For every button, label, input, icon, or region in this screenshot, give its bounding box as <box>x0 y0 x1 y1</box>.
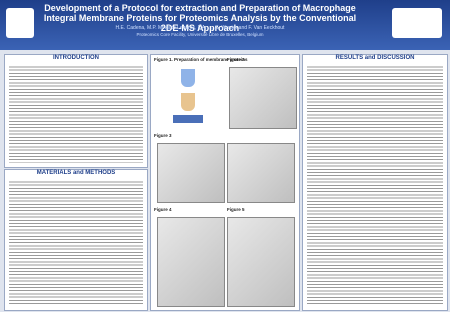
section-title: MATERIALS and METHODS <box>36 170 116 176</box>
figure-caption: Figure 2 <box>227 57 245 62</box>
authors: H.E. Cadena, M.P. Mingote Lecaros, P.A. … <box>115 25 285 31</box>
figure2-gel <box>229 67 297 129</box>
affiliation: Proteomics Core Facility, Université Lib… <box>136 32 264 37</box>
figure-caption: Figure 1. Preparation of membrane protei… <box>154 57 248 62</box>
body-text <box>9 180 143 306</box>
figure4-gel <box>157 217 225 307</box>
body-text <box>307 65 443 306</box>
figure-caption: Figure 4 <box>154 207 172 212</box>
figure5-gel <box>227 217 295 307</box>
methods-panel: MATERIALS and METHODS <box>4 169 148 311</box>
body-text <box>9 65 143 163</box>
logo-left <box>6 8 34 38</box>
figure3-gel <box>157 143 225 203</box>
figure-caption: Figure 3 <box>154 133 172 138</box>
intro-panel: INTRODUCTION <box>4 54 148 168</box>
figure1-diagram <box>161 67 221 127</box>
results-panel: RESULTS and DISCUSSION <box>302 54 448 311</box>
figure3-gel <box>227 143 295 203</box>
figures-panel: Figure 1. Preparation of membrane protei… <box>150 54 300 311</box>
header-band <box>0 0 450 50</box>
section-title: RESULTS and DISCUSSION <box>335 55 415 61</box>
poster-title: Development of a Protocol for extraction… <box>43 3 357 33</box>
logo-right <box>392 8 442 38</box>
section-title: INTRODUCTION <box>53 55 99 61</box>
figure-caption: Figure 5 <box>227 207 245 212</box>
